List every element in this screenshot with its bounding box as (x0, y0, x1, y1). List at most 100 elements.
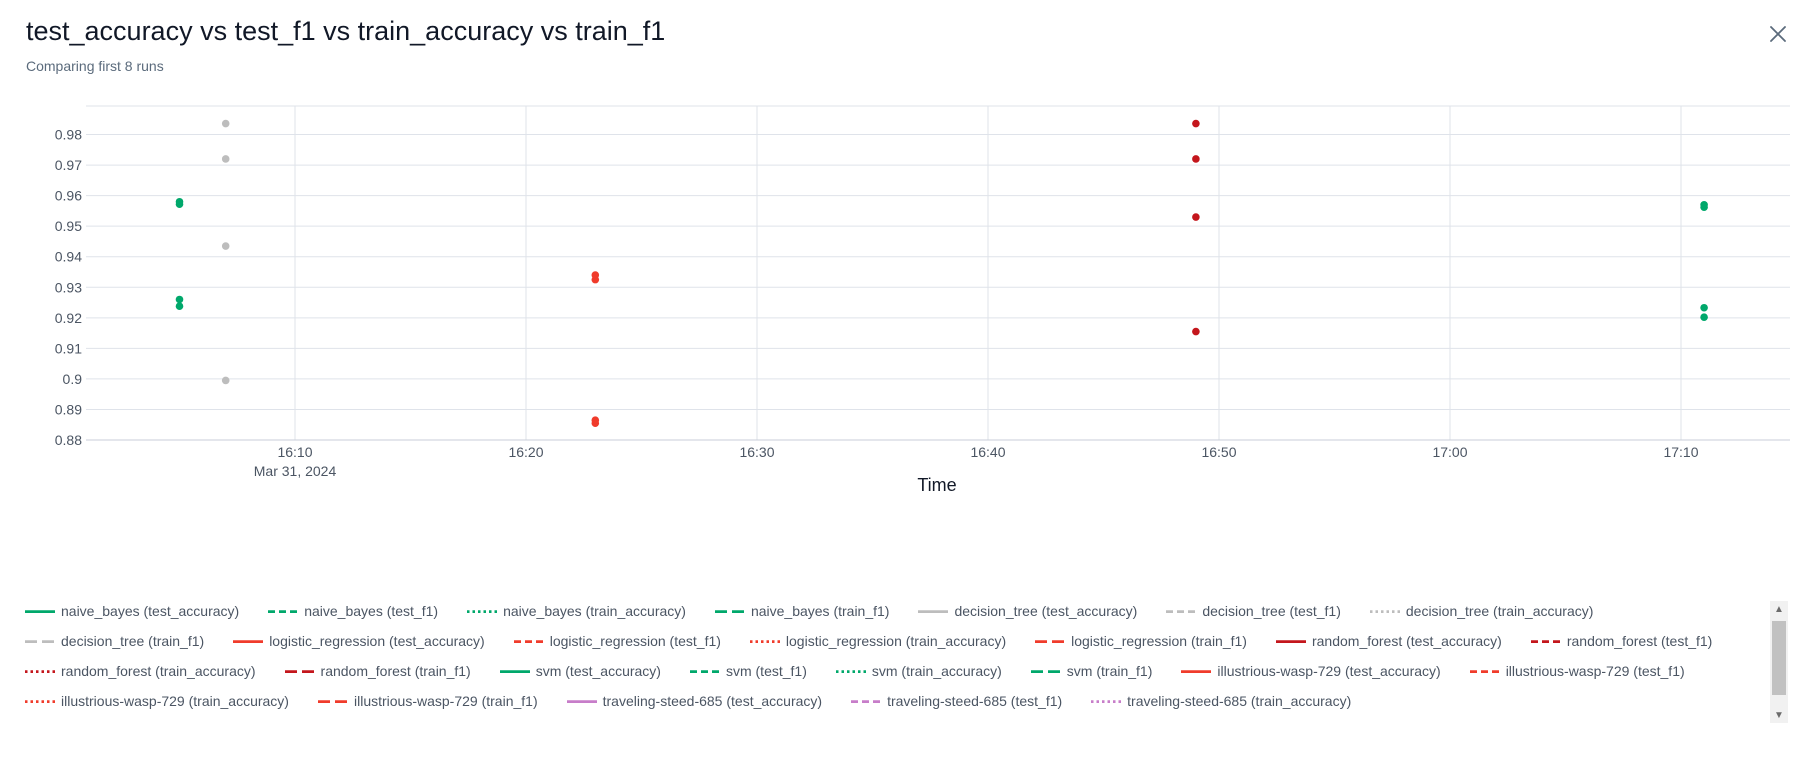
scroll-up-icon[interactable]: ▲ (1774, 603, 1784, 615)
chart-area: 0.88 0.89 0.9 0.91 0.92 0.93 0.94 0.95 0.96 0.97 0… (0, 100, 1811, 580)
legend-item[interactable]: traveling-steed-685 (test_f1) (850, 690, 1062, 712)
legend-swatch (1530, 640, 1561, 643)
legend-item[interactable]: illustrious-wasp-729 (train_f1) (317, 690, 538, 712)
legend-swatch (317, 700, 348, 703)
legend-swatch (25, 700, 55, 703)
legend-label: decision_tree (train_accuracy) (1405, 603, 1594, 619)
legend-item[interactable]: illustrious-wasp-729 (train_accuracy) (24, 690, 289, 712)
legend-label: random_forest (train_accuracy) (61, 663, 256, 679)
legend-label: naive_bayes (test_f1) (304, 603, 439, 619)
x-axis-title: Time (917, 475, 956, 495)
legend-swatch (284, 670, 315, 673)
legend-item[interactable]: decision_tree (train_accuracy) (1369, 600, 1594, 622)
legend-label: traveling-steed-685 (train_accuracy) (1127, 693, 1352, 709)
legend-swatch (1181, 670, 1212, 673)
legend-item[interactable]: random_forest (test_f1) (1530, 630, 1713, 652)
data-point[interactable] (175, 200, 184, 208)
legend-swatch (499, 670, 530, 673)
data-point[interactable] (1192, 155, 1200, 163)
legend-swatch (513, 640, 544, 643)
legend-item[interactable]: decision_tree (train_f1) (24, 630, 204, 652)
legend-label: random_forest (test_f1) (1566, 633, 1713, 649)
grid-lines (86, 105, 1790, 441)
legend-label: svm (train_f1) (1066, 663, 1153, 679)
legend-item[interactable]: naive_bayes (train_accuracy) (466, 600, 686, 622)
legend-item[interactable]: random_forest (train_f1) (284, 660, 471, 682)
legend-item[interactable]: decision_tree (test_accuracy) (917, 600, 1137, 622)
scrollbar-thumb[interactable] (1772, 621, 1786, 695)
data-point[interactable] (591, 416, 600, 424)
legend-swatch (268, 610, 299, 613)
legend-label: traveling-steed-685 (test_accuracy) (602, 693, 823, 709)
data-point[interactable] (1700, 203, 1708, 212)
data-point[interactable] (221, 155, 230, 163)
y-tick-label: 0.94 (55, 249, 82, 265)
legend-label: decision_tree (test_accuracy) (954, 603, 1138, 619)
legend-label: logistic_regression (test_accuracy) (269, 633, 485, 649)
legend-item[interactable]: naive_bayes (test_accuracy) (24, 600, 239, 622)
y-tick-label: 0.97 (55, 157, 82, 173)
scatter-chart: 0.88 0.89 0.9 0.91 0.92 0.93 0.94 0.95 0.96 0.97 0… (55, 105, 1790, 495)
legend-item[interactable]: logistic_regression (test_accuracy) (232, 630, 485, 652)
y-tick-label: 0.91 (55, 340, 82, 356)
legend-item[interactable]: decision_tree (test_f1) (1165, 600, 1341, 622)
legend-item[interactable]: illustrious-wasp-729 (test_accuracy) (1180, 660, 1441, 682)
legend-label: logistic_regression (train_f1) (1071, 633, 1247, 649)
y-tick-label: 0.93 (55, 279, 82, 295)
legend-label: svm (test_accuracy) (535, 663, 661, 679)
legend-item[interactable]: logistic_regression (train_f1) (1034, 630, 1247, 652)
legend-swatch (918, 610, 949, 613)
legend-swatch (1369, 610, 1400, 613)
legend-swatch (689, 670, 720, 673)
legend-swatch (1166, 610, 1197, 613)
legend-label: logistic_regression (train_accuracy) (785, 633, 1007, 649)
legend-item[interactable]: random_forest (train_accuracy) (24, 660, 256, 682)
data-point[interactable] (175, 302, 184, 311)
legend-label: naive_bayes (train_f1) (750, 603, 890, 619)
y-tick-label: 0.89 (55, 401, 82, 417)
legend-item[interactable]: traveling-steed-685 (train_accuracy) (1090, 690, 1351, 712)
legend-item[interactable]: logistic_regression (test_f1) (513, 630, 721, 652)
close-button[interactable] (1766, 22, 1790, 46)
data-point[interactable] (221, 242, 230, 250)
x-tick-label: 16:30 (739, 444, 774, 460)
data-point[interactable] (1192, 213, 1200, 221)
data-point[interactable] (1700, 313, 1708, 322)
legend-item[interactable]: svm (train_accuracy) (835, 660, 1002, 682)
data-point[interactable] (221, 119, 230, 128)
x-tick-label: 17:00 (1432, 444, 1467, 460)
legend-item[interactable]: traveling-steed-685 (test_accuracy) (566, 690, 822, 712)
data-points (175, 119, 1708, 428)
legend-swatch (1469, 670, 1500, 673)
data-point[interactable] (1192, 119, 1200, 128)
data-point[interactable] (221, 376, 230, 385)
data-point[interactable] (1700, 303, 1708, 312)
x-tick-label: 16:10 (277, 444, 312, 460)
legend-swatch (1030, 670, 1061, 673)
legend-swatch (25, 610, 55, 613)
data-point[interactable] (591, 271, 600, 279)
legend-item[interactable]: naive_bayes (train_f1) (714, 600, 890, 622)
legend-item[interactable]: random_forest (test_accuracy) (1275, 630, 1502, 652)
x-tick-label: 17:10 (1663, 444, 1698, 460)
close-icon (1770, 26, 1786, 42)
legend-item[interactable]: logistic_regression (train_accuracy) (749, 630, 1006, 652)
legend-item[interactable]: naive_bayes (test_f1) (267, 600, 438, 622)
legend-item[interactable]: svm (train_f1) (1030, 660, 1153, 682)
legend-label: illustrious-wasp-729 (train_accuracy) (61, 693, 289, 709)
legend-label: decision_tree (train_f1) (61, 633, 205, 649)
legend-item[interactable]: svm (test_f1) (689, 660, 807, 682)
legend-item[interactable]: illustrious-wasp-729 (test_f1) (1469, 660, 1685, 682)
scroll-down-icon[interactable]: ▼ (1774, 709, 1784, 721)
legend-item[interactable]: svm (test_accuracy) (499, 660, 661, 682)
legend-scrollbar[interactable]: ▲ ▼ (1770, 601, 1788, 723)
y-tick-label: 0.98 (55, 127, 82, 143)
legend-label: traveling-steed-685 (test_f1) (887, 693, 1063, 709)
legend-swatch (25, 670, 55, 673)
y-tick-label: 0.96 (55, 188, 82, 204)
data-point[interactable] (175, 295, 184, 304)
legend-swatch (233, 640, 264, 643)
legend-swatch (1091, 700, 1122, 703)
data-point[interactable] (1192, 327, 1200, 336)
